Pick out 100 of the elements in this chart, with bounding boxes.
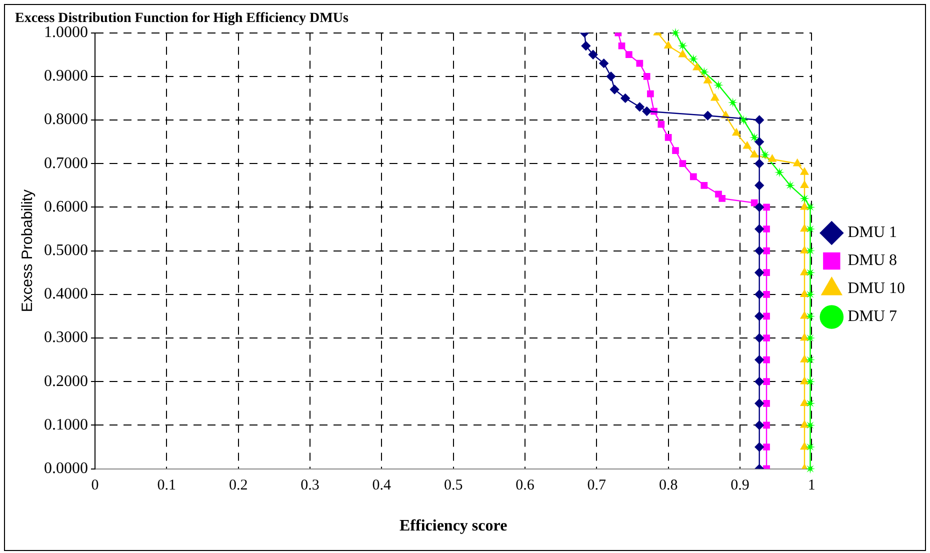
y-tick-label: 0.5000 — [44, 242, 88, 260]
point — [606, 72, 616, 81]
x-tick-label: 0.6 — [516, 478, 535, 494]
point — [763, 444, 770, 450]
point — [699, 67, 710, 78]
point — [754, 333, 764, 343]
point — [610, 84, 620, 94]
point — [785, 180, 796, 190]
point — [664, 41, 672, 48]
point — [743, 142, 752, 149]
point — [805, 354, 816, 365]
point — [763, 334, 770, 342]
point — [800, 398, 809, 406]
point — [800, 193, 810, 204]
y-tick-label: 0.9000 — [44, 68, 88, 85]
point — [642, 106, 652, 116]
point — [754, 268, 764, 278]
point — [763, 378, 770, 386]
point — [646, 90, 654, 98]
point — [754, 355, 764, 364]
point — [800, 355, 809, 362]
point — [800, 168, 809, 175]
point — [768, 154, 776, 162]
y-tick-label: 0.7000 — [44, 154, 88, 172]
point — [664, 134, 672, 141]
point — [805, 202, 816, 212]
point — [754, 420, 764, 430]
point — [805, 420, 816, 430]
point — [800, 202, 809, 210]
point — [805, 311, 816, 322]
point — [704, 76, 712, 84]
point — [636, 60, 644, 67]
y-tick-label: 0.0000 — [44, 460, 88, 478]
point — [774, 167, 784, 178]
point — [728, 98, 738, 108]
x-tick-label: 0.3 — [300, 478, 320, 494]
x-tick-label: 0.1 — [157, 478, 176, 494]
point — [754, 442, 764, 452]
point — [700, 182, 708, 189]
point — [599, 58, 608, 68]
point — [754, 180, 764, 190]
y-tick-label: 0.6000 — [44, 198, 88, 216]
point — [800, 246, 809, 254]
x-tick-label: 0.2 — [228, 478, 248, 494]
point — [679, 160, 686, 168]
point — [750, 150, 758, 158]
point — [690, 173, 697, 180]
point — [750, 199, 758, 206]
legend-label: DMU 7 — [848, 308, 898, 326]
y-tick-label: 0.8000 — [44, 111, 88, 128]
point — [620, 94, 630, 103]
x-tick-label: 0.8 — [658, 478, 678, 494]
point — [763, 422, 770, 429]
point — [754, 224, 764, 234]
point — [718, 195, 726, 202]
point — [763, 400, 770, 407]
point — [805, 442, 816, 452]
legend-label: DMU 1 — [848, 224, 898, 242]
point — [732, 128, 740, 136]
point — [678, 50, 687, 58]
point — [749, 132, 760, 142]
point — [763, 269, 770, 276]
point — [793, 159, 802, 166]
x-tick-label: 0.9 — [730, 478, 750, 494]
point — [760, 150, 770, 160]
point — [625, 51, 632, 58]
point — [714, 80, 724, 90]
chart-title: Excess Distribution Function for High Efficiency DMUs — [15, 11, 349, 26]
point — [678, 40, 688, 51]
point — [710, 94, 719, 101]
x-tick-label: 0.5 — [444, 478, 463, 494]
point — [754, 115, 764, 125]
point — [805, 224, 816, 234]
x-tick-label: 1 — [808, 478, 816, 494]
point — [635, 102, 644, 112]
point — [754, 398, 764, 408]
point — [754, 246, 764, 256]
y-tick-label: 0.2000 — [44, 372, 88, 390]
point — [763, 204, 770, 211]
point — [805, 246, 816, 256]
y-tick-label: 0.4000 — [44, 286, 88, 303]
point — [581, 41, 591, 50]
point — [754, 290, 764, 299]
point — [763, 247, 770, 254]
point — [618, 42, 626, 50]
point — [670, 28, 680, 38]
y-tick-label: 0.3000 — [44, 329, 88, 346]
point — [805, 333, 816, 343]
point — [800, 180, 809, 188]
point — [658, 120, 665, 128]
point — [800, 420, 809, 428]
point — [688, 54, 698, 64]
point — [800, 224, 809, 232]
point — [800, 333, 809, 341]
x-tick-label: 0.4 — [372, 478, 392, 494]
point — [754, 377, 764, 386]
point — [754, 202, 764, 212]
point — [800, 442, 809, 450]
y-tick-label: 1.0000 — [44, 24, 88, 42]
point — [703, 111, 712, 120]
